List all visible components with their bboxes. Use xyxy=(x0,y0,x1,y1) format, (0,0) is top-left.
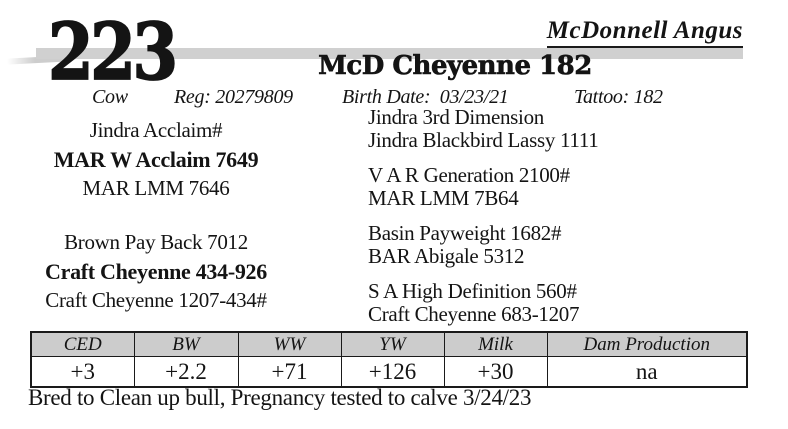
pedigree-ancestors-column: Jindra 3rd Dimension Jindra Blackbird La… xyxy=(368,106,768,338)
epd-value-dam-production: na xyxy=(546,356,748,388)
lot-number: 223 xyxy=(47,7,179,98)
ancestor-pair: V A R Generation 2100# MAR LMM 7B64 xyxy=(368,164,768,210)
dam-grandsire: Brown Pay Back 7012 xyxy=(64,230,248,254)
epd-header-ww: WW xyxy=(237,331,342,357)
ranch-name: McDonnell Angus xyxy=(546,17,743,48)
ancestor-line: Jindra 3rd Dimension xyxy=(368,105,544,129)
sire-granddam: MAR LMM 7646 xyxy=(82,176,230,200)
ancestor-pair: S A High Definition 560# Craft Cheyenne … xyxy=(368,280,768,326)
breeding-note: Bred to Clean up bull, Pregnancy tested … xyxy=(28,385,532,410)
epd-header-milk: Milk xyxy=(443,331,548,357)
ancestor-pair: Jindra 3rd Dimension Jindra Blackbird La… xyxy=(368,106,768,152)
ancestor-line: Craft Cheyenne 683-1207 xyxy=(368,302,580,326)
epd-header-dam-production: Dam Production xyxy=(546,331,748,357)
ancestor-pair: Basin Payweight 1682# BAR Abigale 5312 xyxy=(368,222,768,268)
sire-grandsire: Jindra Acclaim# xyxy=(89,118,223,142)
tattoo-number: Tattoo: 182 xyxy=(574,86,663,108)
epd-table: CED BW WW YW Milk Dam Production +3 +2.2… xyxy=(30,331,748,388)
accent-bar-decoration xyxy=(36,48,743,59)
sex-label: Cow xyxy=(92,86,128,108)
ancestor-line: BAR Abigale 5312 xyxy=(368,244,525,268)
epd-value-milk: +30 xyxy=(443,356,548,388)
epd-header-row: CED BW WW YW Milk Dam Production xyxy=(30,331,748,357)
epd-header-bw: BW xyxy=(133,331,239,357)
epd-value-yw: +126 xyxy=(340,356,445,388)
dam-name: Craft Cheyenne 434-926 xyxy=(45,259,267,284)
ancestor-line: V A R Generation 2100# xyxy=(368,163,570,187)
ancestor-line: Basin Payweight 1682# xyxy=(368,221,562,245)
pedigree-sire-block: Jindra Acclaim# MAR W Acclaim 7649 MAR L… xyxy=(2,116,310,203)
ancestor-line: MAR LMM 7B64 xyxy=(368,186,519,210)
registration-number: Reg: 20279809 xyxy=(174,86,293,108)
sire-name: MAR W Acclaim 7649 xyxy=(53,147,259,172)
epd-value-ww: +71 xyxy=(237,356,342,388)
ancestor-line: Jindra Blackbird Lassy 1111 xyxy=(368,128,599,152)
epd-header-ced: CED xyxy=(30,331,135,357)
pedigree-dam-block: Brown Pay Back 7012 Craft Cheyenne 434-9… xyxy=(2,228,310,315)
birth-date: Birth Date: 03/23/21 xyxy=(342,86,509,108)
epd-header-yw: YW xyxy=(340,331,445,357)
ancestor-line: S A High Definition 560# xyxy=(368,279,577,303)
epd-value-ced: +3 xyxy=(30,356,135,388)
epd-value-row: +3 +2.2 +71 +126 +30 na xyxy=(30,356,748,388)
animal-name-title: McD Cheyenne 182 xyxy=(318,51,593,82)
epd-value-bw: +2.2 xyxy=(133,356,239,388)
dam-granddam: Craft Cheyenne 1207-434# xyxy=(45,288,267,312)
